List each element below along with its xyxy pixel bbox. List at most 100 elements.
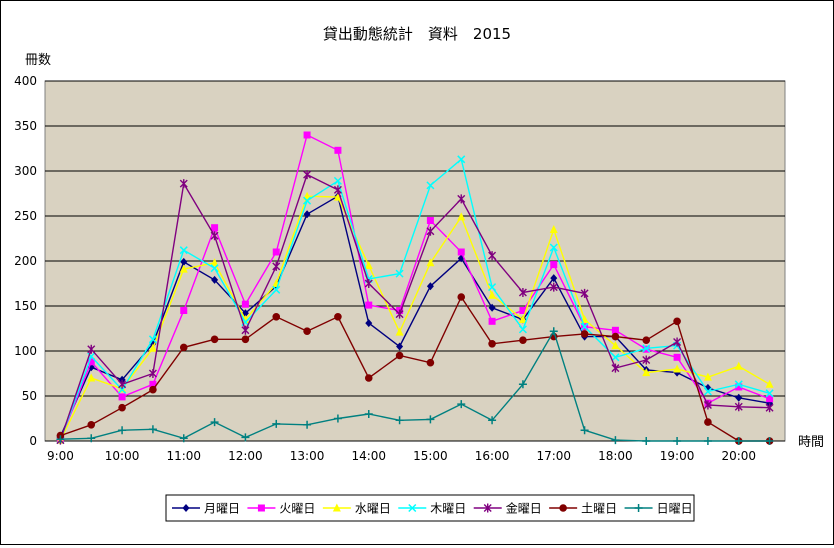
data-point bbox=[179, 179, 188, 189]
data-point bbox=[364, 261, 373, 269]
data-point bbox=[488, 340, 496, 348]
data-point bbox=[395, 327, 404, 336]
data-point bbox=[457, 155, 466, 164]
data-point bbox=[179, 434, 188, 443]
data-point bbox=[272, 313, 281, 321]
data-point bbox=[118, 403, 126, 412]
data-point bbox=[518, 288, 527, 297]
data-point bbox=[272, 419, 281, 428]
data-point bbox=[734, 380, 743, 389]
legend-item: 月曜日 bbox=[172, 502, 240, 516]
chart-title: 貸出動態統計 資料 2015 bbox=[323, 25, 511, 43]
data-point bbox=[87, 421, 96, 429]
data-point bbox=[272, 261, 281, 271]
data-point bbox=[549, 282, 558, 292]
data-point bbox=[87, 358, 95, 366]
legend-item: 水曜日 bbox=[322, 502, 391, 516]
x-tick-label: 10:00 bbox=[105, 449, 140, 463]
data-point bbox=[332, 503, 341, 512]
data-point bbox=[118, 426, 127, 435]
data-point bbox=[241, 335, 250, 344]
series-line bbox=[60, 329, 770, 442]
series-line bbox=[59, 195, 770, 441]
data-point bbox=[457, 212, 466, 221]
data-point bbox=[408, 503, 417, 513]
data-point bbox=[580, 288, 589, 298]
data-point bbox=[642, 437, 651, 445]
data-point bbox=[149, 385, 157, 394]
y-tick-label: 400 bbox=[14, 74, 37, 88]
y-tick-label: 0 bbox=[29, 434, 37, 448]
data-point bbox=[488, 303, 496, 312]
data-point bbox=[550, 261, 558, 269]
data-point bbox=[519, 307, 527, 314]
series-7 bbox=[56, 327, 774, 445]
data-point bbox=[211, 275, 219, 284]
series-4 bbox=[56, 155, 774, 445]
data-point bbox=[333, 192, 342, 201]
data-point bbox=[483, 503, 492, 513]
data-point bbox=[488, 251, 497, 261]
x-axis-label: 時間 bbox=[798, 435, 824, 450]
x-tick-label: 19:00 bbox=[660, 449, 695, 463]
legend-label: 火曜日 bbox=[279, 502, 315, 516]
data-point bbox=[364, 374, 373, 382]
x-axis-ticks: 9:00 10:00 11:00 12:00 13:00 14:00 15:00 16:00 1… bbox=[47, 449, 756, 463]
data-point bbox=[241, 300, 249, 308]
data-point bbox=[179, 343, 188, 352]
data-point bbox=[303, 327, 311, 336]
data-point bbox=[56, 435, 65, 444]
data-point bbox=[457, 194, 466, 204]
data-point bbox=[395, 309, 404, 319]
data-point bbox=[426, 358, 435, 367]
data-point bbox=[488, 317, 496, 325]
data-point bbox=[334, 313, 342, 321]
data-point bbox=[488, 283, 497, 292]
data-point bbox=[182, 504, 190, 512]
data-point bbox=[272, 285, 281, 294]
data-point bbox=[518, 315, 527, 323]
data-point bbox=[611, 341, 620, 350]
x-tick-label: 18:00 bbox=[598, 449, 633, 463]
data-point bbox=[642, 355, 651, 365]
x-tick-label: 9:00 bbox=[47, 449, 74, 463]
data-point bbox=[303, 131, 311, 139]
data-point bbox=[333, 176, 342, 185]
y-tick-label: 150 bbox=[14, 299, 37, 313]
data-point bbox=[334, 146, 342, 154]
data-point bbox=[734, 361, 743, 370]
y-tick-label: 200 bbox=[14, 254, 37, 268]
x-tick-label: 20:00 bbox=[721, 449, 756, 463]
data-point bbox=[148, 425, 157, 434]
data-point bbox=[550, 274, 558, 283]
data-point bbox=[257, 504, 265, 512]
y-axis-label: 冊数 bbox=[25, 53, 51, 68]
data-point bbox=[426, 217, 434, 224]
data-point bbox=[241, 433, 250, 442]
data-point bbox=[457, 400, 466, 409]
data-point bbox=[87, 373, 96, 382]
y-tick-label: 250 bbox=[14, 209, 37, 223]
legend-item: 火曜日 bbox=[247, 502, 315, 516]
x-tick-label: 13:00 bbox=[290, 449, 325, 463]
data-point bbox=[765, 437, 774, 445]
data-point bbox=[549, 225, 558, 233]
data-point bbox=[673, 337, 682, 347]
y-tick-label: 50 bbox=[22, 389, 37, 403]
x-tick-label: 12:00 bbox=[228, 449, 263, 463]
y-tick-label: 300 bbox=[14, 164, 37, 178]
data-point bbox=[734, 437, 743, 445]
data-point bbox=[395, 351, 404, 360]
x-tick-label: 11:00 bbox=[166, 449, 201, 463]
data-point bbox=[673, 437, 682, 445]
data-point bbox=[118, 393, 126, 401]
data-point bbox=[580, 426, 589, 435]
data-point bbox=[426, 258, 435, 267]
legend: 月曜日 火曜日 水曜日 木曜日 金曜日 土曜日 日曜日 bbox=[165, 494, 695, 522]
x-tick-label: 16:00 bbox=[475, 449, 510, 463]
data-point bbox=[549, 243, 558, 252]
data-point bbox=[210, 418, 219, 427]
data-point bbox=[765, 379, 774, 388]
data-point bbox=[179, 246, 188, 255]
y-tick-label: 100 bbox=[14, 344, 37, 358]
